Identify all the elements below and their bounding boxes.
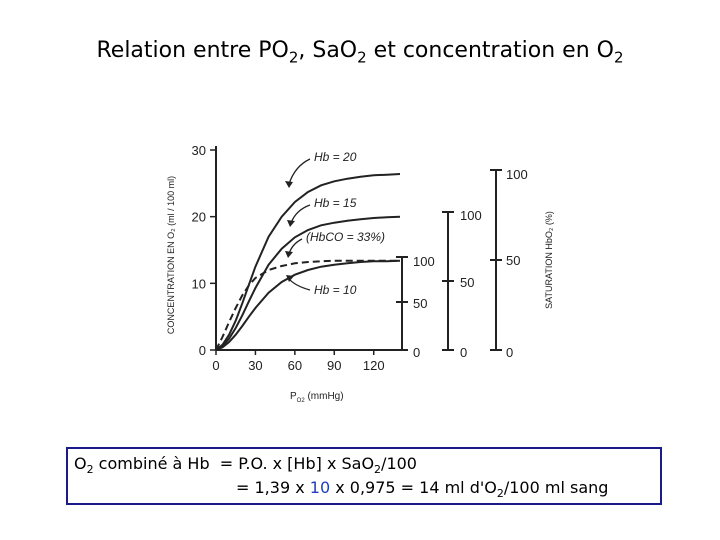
- x-axis-label-subscript: O2: [297, 398, 306, 404]
- saturation-scale-3-tick-50: 50: [506, 253, 520, 268]
- y-axis-label: CONCENTRATION EN O₂ (ml / 100 ml): [166, 176, 176, 334]
- y-ticks: 0 10 20 30: [192, 143, 216, 358]
- series-arrowhead-hb20: [285, 181, 293, 188]
- series-arrowhead-hb10: [286, 275, 294, 282]
- x-tick-label: 120: [363, 358, 385, 373]
- saturation-scale-2-tick-50: 50: [460, 275, 474, 290]
- x-tick-label: 30: [248, 358, 262, 373]
- x-ticks: 0 30 60 90 120: [212, 350, 385, 373]
- saturation-scale-1-tick-0: 0: [413, 345, 420, 360]
- formula-line-1: O2 combiné à Hb = P.O. x [Hb] x SaO2/100: [74, 454, 417, 477]
- x-axis-label-symbol: P: [290, 391, 297, 402]
- saturation-scale-2-tick-100: 100: [460, 208, 482, 223]
- saturation-scale-1-tick-50: 50: [413, 296, 427, 311]
- slide-title: Relation entre PO2, SaO2 et concentratio…: [96, 38, 624, 67]
- saturation-scale-3: 100 50 0: [490, 167, 528, 360]
- saturation-scale-3-tick-100: 100: [506, 167, 528, 182]
- saturation-scale-2: 100 50 0: [442, 208, 482, 360]
- saturation-scale-2-tick-0: 0: [460, 345, 467, 360]
- series-label-hb10: Hb = 10: [314, 283, 357, 297]
- saturation-scale-1-tick-100: 100: [413, 254, 435, 269]
- x-axis-label-unit: (mmHg): [305, 391, 344, 402]
- series-line-2: [215, 259, 400, 351]
- oxygen-dissociation-chart: CONCENTRATION EN O₂ (ml / 100 ml) SATURA…: [166, 143, 554, 404]
- x-tick-label: 60: [288, 358, 302, 373]
- series-label-hb20: Hb = 20: [314, 150, 357, 164]
- x-axis-label: PO2 (mmHg): [290, 391, 344, 404]
- formula-box: O2 combiné à Hb = P.O. x [Hb] x SaO2/100…: [66, 447, 662, 505]
- saturation-scale-1: 100 50 0: [396, 254, 435, 360]
- series-label-hbco: (HbCO = 33%): [306, 230, 385, 244]
- saturation-axis-label: SATURATION HbO₂ (%): [544, 211, 554, 309]
- series-label-hb15: Hb = 15: [314, 196, 357, 210]
- y-tick-label: 10: [192, 276, 206, 291]
- series-arrow-hb20: [288, 158, 311, 185]
- y-tick-label: 30: [192, 143, 206, 158]
- series-arrowhead-hb15: [287, 220, 295, 227]
- series-line-3: [215, 259, 401, 351]
- series-group: [215, 173, 401, 351]
- y-tick-label: 0: [199, 343, 206, 358]
- series-arrowhead-hbco: [285, 251, 293, 258]
- formula-line-2: = 1,39 x 10 x 0,975 = 14 ml d'O2/100 ml …: [236, 478, 609, 501]
- series-arrow-hb15: [290, 204, 311, 224]
- y-tick-label: 20: [192, 210, 206, 225]
- series-line-0: [215, 173, 401, 351]
- hb-value-highlight: 10: [309, 478, 331, 497]
- x-tick-label: 0: [212, 358, 219, 373]
- saturation-scale-3-tick-0: 0: [506, 345, 513, 360]
- series-line-1: [215, 215, 401, 351]
- x-tick-label: 90: [327, 358, 341, 373]
- series-arrow-hb10: [287, 277, 311, 291]
